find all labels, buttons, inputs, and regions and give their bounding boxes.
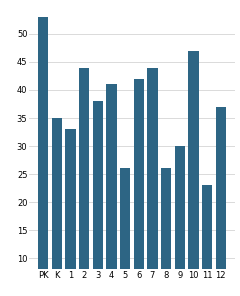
Bar: [120, 168, 130, 296]
Bar: [79, 67, 89, 296]
Bar: [216, 107, 226, 296]
Bar: [106, 84, 117, 296]
Bar: [52, 118, 62, 296]
Bar: [161, 168, 171, 296]
Bar: [147, 67, 158, 296]
Bar: [175, 146, 185, 296]
Bar: [202, 185, 212, 296]
Bar: [38, 17, 48, 296]
Bar: [134, 79, 144, 296]
Bar: [93, 101, 103, 296]
Bar: [66, 129, 76, 296]
Bar: [188, 51, 198, 296]
